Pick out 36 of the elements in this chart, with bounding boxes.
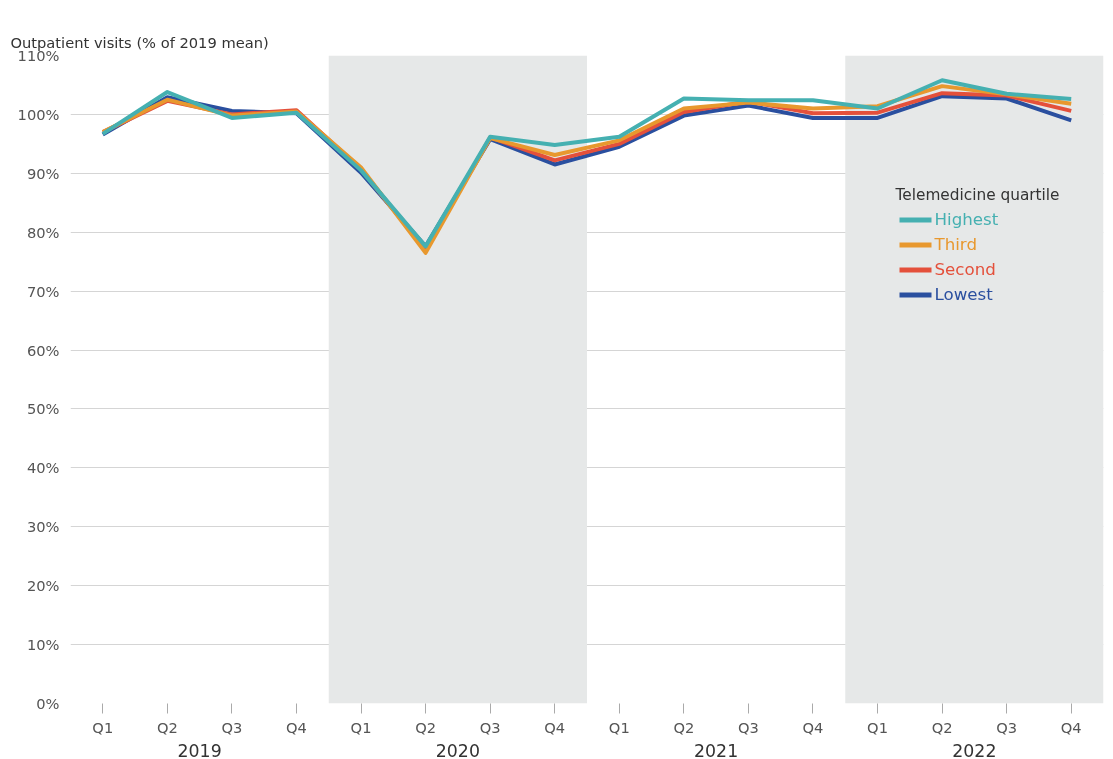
text: 2020 bbox=[435, 740, 480, 759]
legend-label: Third bbox=[933, 234, 977, 254]
x-tick-label: Q3 bbox=[479, 718, 501, 736]
legend-label: Second bbox=[934, 259, 996, 279]
y-tick-label: 60% bbox=[26, 341, 60, 359]
y-tick-label: 100% bbox=[17, 105, 60, 123]
y-tick-label: 50% bbox=[26, 400, 60, 418]
legend-label: Lowest bbox=[934, 284, 994, 304]
x-tick-label: Q2 bbox=[156, 718, 178, 736]
x-tick-label: Q1 bbox=[350, 718, 372, 736]
x-tick-label: Q3 bbox=[221, 718, 243, 736]
y-tick-label: 10% bbox=[26, 636, 60, 654]
x-tick-label: Q4 bbox=[544, 718, 566, 736]
y-tick-label: 0% bbox=[36, 695, 60, 712]
y-tick-label: 30% bbox=[26, 518, 60, 536]
x-tick-label: Q2 bbox=[931, 718, 953, 736]
legend-label: Highest bbox=[934, 209, 999, 229]
y-tick-label: 90% bbox=[26, 164, 60, 182]
y-tick-label: 40% bbox=[26, 459, 60, 477]
x-tick-label: Q4 bbox=[1060, 718, 1082, 736]
x-tick-label: Q1 bbox=[92, 718, 114, 736]
text: 2019 bbox=[177, 740, 222, 759]
legend-title: Telemedicine quartile bbox=[894, 185, 1060, 204]
x-tick-label: Q1 bbox=[867, 718, 888, 736]
x-tick-label: Q2 bbox=[673, 718, 695, 736]
x-tick-label: Q2 bbox=[415, 718, 437, 736]
text: 2021 bbox=[694, 740, 739, 759]
x-tick-label: Q3 bbox=[737, 718, 759, 736]
x-tick-label: Q4 bbox=[286, 718, 307, 736]
y-tick-label: 80% bbox=[26, 223, 60, 241]
y-tick-label: 20% bbox=[26, 577, 60, 595]
x-tick-label: Q3 bbox=[996, 718, 1018, 736]
y-tick-label: 70% bbox=[26, 282, 60, 300]
x-tick-label: Q1 bbox=[608, 718, 630, 736]
x-tick-label: Q4 bbox=[802, 718, 824, 736]
text: 2022 bbox=[952, 740, 997, 759]
